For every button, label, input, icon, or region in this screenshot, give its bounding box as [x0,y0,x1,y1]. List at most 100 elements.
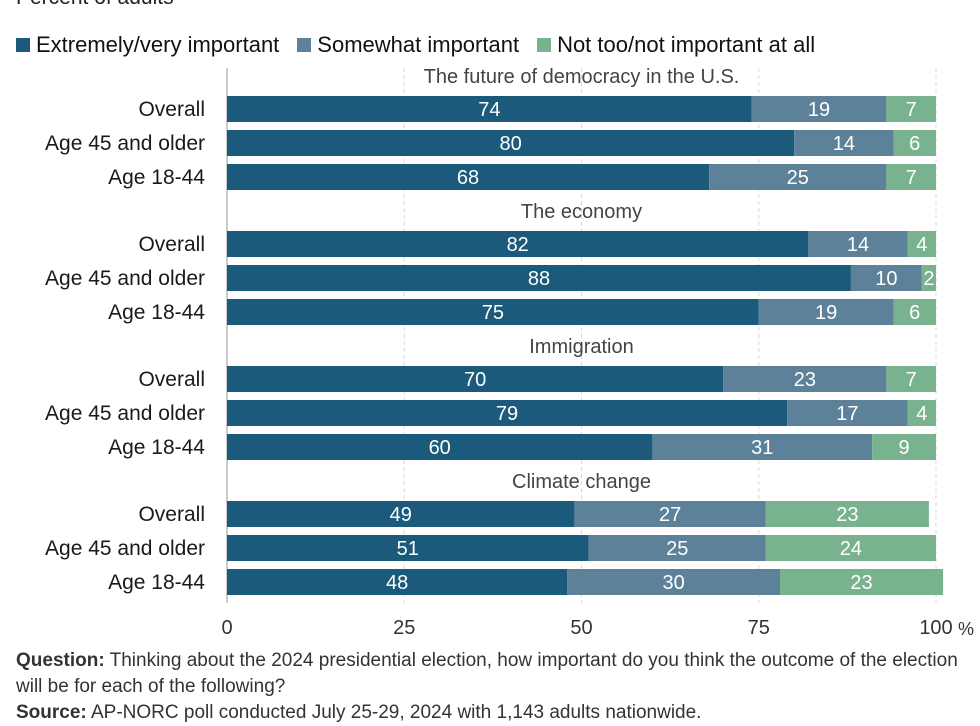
bar-segment [765,535,936,561]
data-label: 7 [906,369,917,391]
data-label: 14 [847,234,869,256]
bar-segment [227,265,851,291]
row-label: Overall [138,98,205,121]
bar-segment [907,400,936,426]
data-label: 19 [808,99,830,121]
legend-item-somewhat-important: Somewhat important [297,32,519,58]
question-note: Question: Thinking about the 2024 presid… [16,648,966,700]
bar-segment [765,501,929,527]
bar-segment [780,569,944,595]
data-label: 80 [499,133,521,155]
legend-swatch [297,38,312,52]
row-label: Overall [138,368,205,391]
data-label: 9 [899,437,910,459]
data-label: 75 [482,302,504,324]
bar-segment [758,299,894,325]
bar-segment [723,366,887,392]
legend-swatch [16,38,30,52]
data-label: 2 [923,268,934,290]
data-label: 4 [916,403,927,425]
x-tick-label: 75 [748,617,770,639]
source-label: Source: [16,702,87,723]
bar-segment [567,569,781,595]
bar-segment [709,164,887,190]
bar-segment [893,299,936,325]
bar-segment [886,366,936,392]
chart-legend: Extremely/very important Somewhat import… [16,30,815,60]
bar-segment [227,366,724,392]
x-tick-label: 25 [393,617,415,639]
data-label: 24 [840,538,862,560]
legend-label: Somewhat important [317,32,520,57]
data-label: 31 [751,437,773,459]
bar-segment [227,400,788,426]
data-label: 79 [496,403,518,425]
data-label: 19 [815,302,837,324]
bar-segment [227,501,575,527]
x-tick-label: 100 [919,617,952,639]
row-label: Overall [138,233,205,256]
legend-swatch [537,38,552,52]
bar-segment [227,231,809,257]
data-label: 7 [906,167,917,189]
bar-segment [893,130,936,156]
bar-segment [227,434,653,460]
bar-segment [850,265,922,291]
source-note: Source: AP-NORC poll conducted July 25-2… [16,700,966,726]
x-tick-label: 0 [221,617,232,639]
group-title: Immigration [529,336,633,358]
row-label: Age 18-44 [108,571,205,594]
data-label: 23 [794,369,816,391]
data-label: 60 [429,437,451,459]
data-label: 25 [666,538,688,560]
chart-notes: Question: Thinking about the 2024 presid… [16,648,966,726]
data-label: 68 [457,167,479,189]
bar-segment [588,535,766,561]
bar-segment [787,400,908,426]
data-label: 17 [836,403,858,425]
source-text: AP-NORC poll conducted July 25-29, 2024 … [90,702,702,723]
data-label: 70 [464,369,486,391]
bar-segment [652,434,873,460]
x-tick-label: 50 [570,617,592,639]
question-label: Question: [16,650,105,671]
row-label: Age 18-44 [108,436,205,459]
bar-segment [794,130,894,156]
legend-label: Extremely/very important [36,32,280,57]
bar-segment [227,299,759,325]
row-label: Age 18-44 [108,166,205,189]
bar-segment [886,164,936,190]
group-title: The economy [521,201,642,223]
data-label: 23 [836,504,858,526]
group-title: Climate change [512,471,651,493]
bar-segment [574,501,766,527]
question-text: Thinking about the 2024 presidential ele… [16,650,958,697]
data-label: 48 [386,572,408,594]
legend-item-not-important: Not too/not important at all [537,32,815,58]
row-label: Age 45 and older [45,267,205,290]
data-label: 6 [909,302,920,324]
data-label: 27 [659,504,681,526]
data-label: 25 [787,167,809,189]
bar-segment [886,96,936,122]
bar-segment [808,231,908,257]
chart-subtitle: Percent of adults [16,0,174,10]
bar-segment [921,265,936,291]
data-label: 74 [478,99,500,121]
bar-segment [227,96,752,122]
data-label: 7 [906,99,917,121]
data-label: 49 [390,504,412,526]
stacked-bar-chart: The future of democracy in the U.S. Overa… [45,66,974,639]
row-label: Age 45 and older [45,402,205,425]
data-label: 4 [916,234,927,256]
group-title: The future of democracy in the U.S. [424,66,740,88]
data-label: 82 [507,234,529,256]
legend-item-extremely-very-important: Extremely/very important [16,32,279,58]
bar-segment [872,434,936,460]
row-label: Age 45 and older [45,132,205,155]
bar-segment [227,535,589,561]
data-label: 23 [850,572,872,594]
data-label: 10 [875,268,897,290]
data-label: 14 [833,133,855,155]
row-label: Overall [138,503,205,526]
